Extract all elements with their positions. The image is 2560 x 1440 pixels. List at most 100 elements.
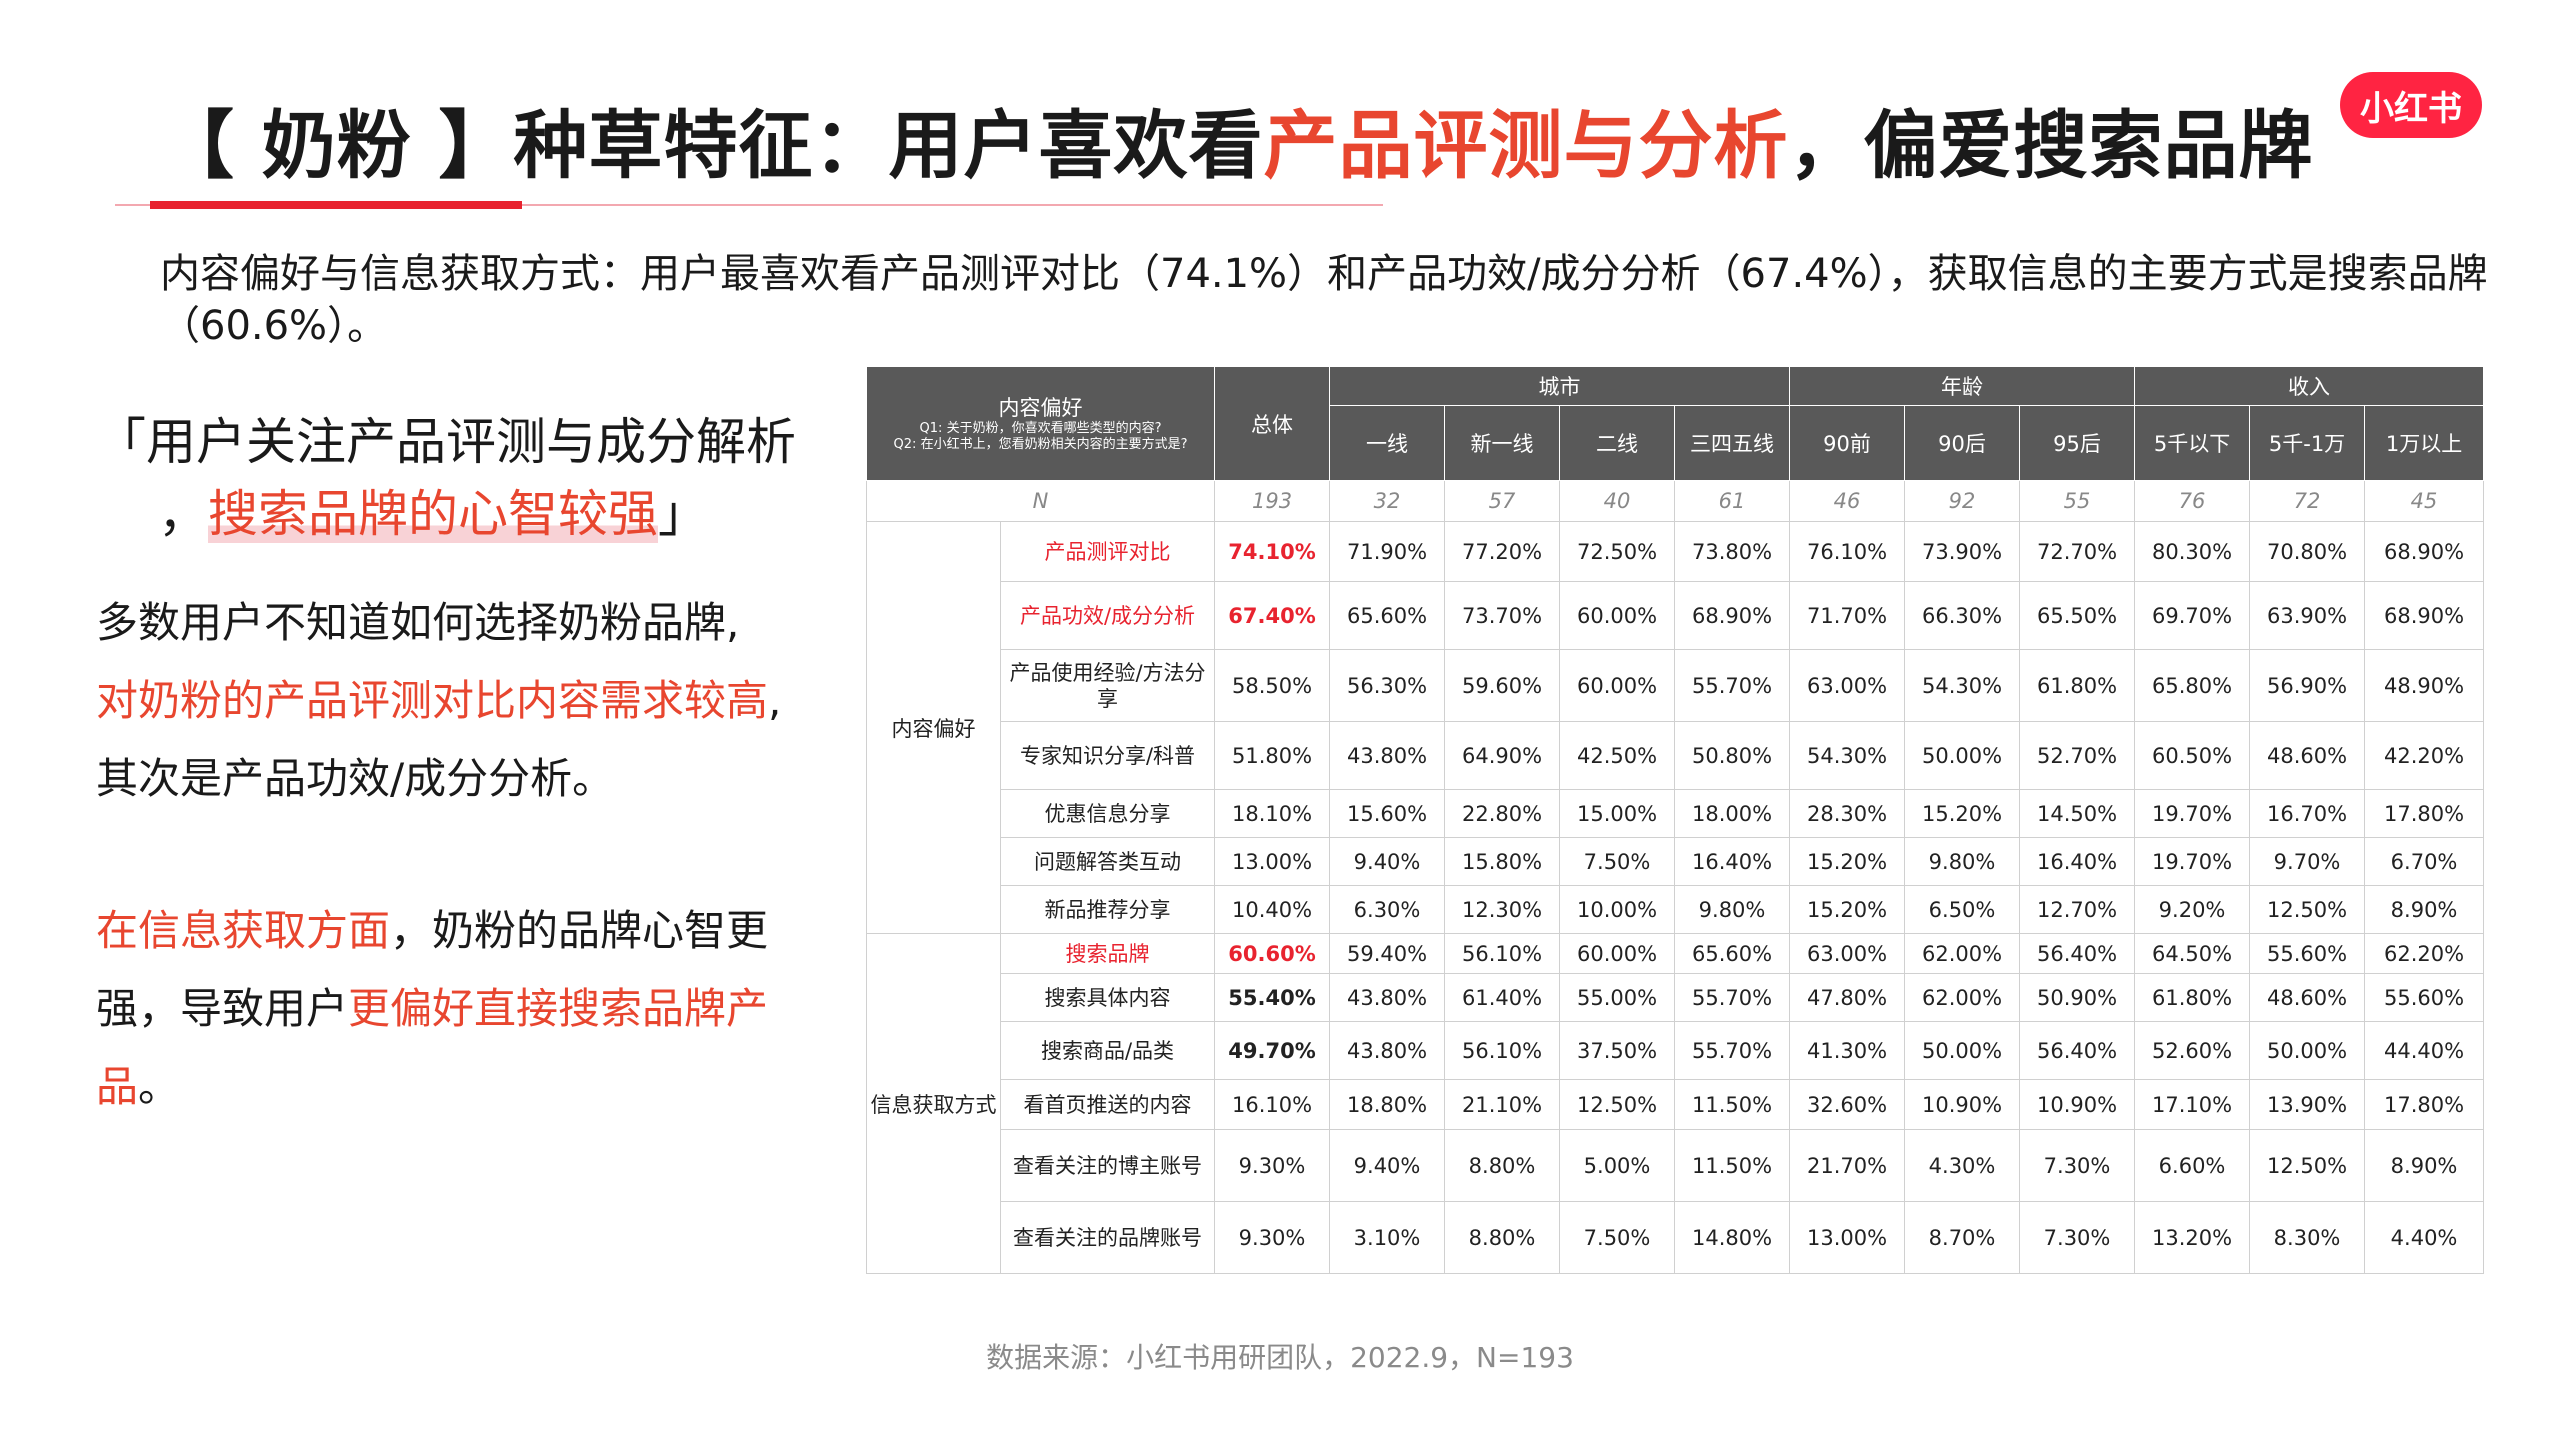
row-category: 搜索品牌 xyxy=(999,933,1216,974)
value-cell: 7.50% xyxy=(1559,1201,1676,1274)
value-cell: 8.80% xyxy=(1444,1201,1561,1274)
value-cell: 59.40% xyxy=(1329,933,1446,974)
value-cell: 54.30% xyxy=(1789,721,1906,790)
header-group-city: 城市 xyxy=(1329,366,1791,406)
total-cell: 51.80% xyxy=(1214,721,1331,790)
insight-2-line-3: 品。 xyxy=(96,1048,816,1126)
total-cell: 60.60% xyxy=(1214,933,1331,974)
value-cell: 50.00% xyxy=(1904,1021,2021,1080)
insight-2-text-a: ，奶粉的品牌心智更 xyxy=(390,906,769,955)
value-cell: 62.20% xyxy=(2364,933,2485,974)
value-cell: 21.10% xyxy=(1444,1079,1561,1130)
value-cell: 9.80% xyxy=(1904,837,2021,886)
value-cell: 71.70% xyxy=(1789,581,1906,650)
value-cell: 52.70% xyxy=(2019,721,2136,790)
value-cell: 56.40% xyxy=(2019,1021,2136,1080)
value-cell: 14.50% xyxy=(2019,789,2136,838)
value-cell: 43.80% xyxy=(1329,1021,1446,1080)
value-cell: 61.80% xyxy=(2019,649,2136,722)
value-cell: 12.50% xyxy=(2249,1129,2366,1202)
insight-2-line-2: 强，导致用户更偏好直接搜索品牌产 xyxy=(96,970,816,1048)
value-cell: 62.00% xyxy=(1904,973,2021,1022)
value-cell: 6.70% xyxy=(2364,837,2485,886)
quote-line-2: ，搜索品牌的心智较强」 xyxy=(96,478,856,550)
value-cell: 55.60% xyxy=(2249,933,2366,974)
summary-text: 内容偏好与信息获取方式：用户最喜欢看产品测评对比（74.1%）和产品功效/成分分… xyxy=(160,251,2488,349)
value-cell: 56.40% xyxy=(2019,933,2136,974)
row-category: 优惠信息分享 xyxy=(999,789,1216,838)
value-cell: 70.80% xyxy=(2249,521,2366,582)
value-cell: 73.90% xyxy=(1904,521,2021,582)
header-sub: 90后 xyxy=(1904,405,2021,481)
n-cell: 55 xyxy=(2019,480,2136,522)
value-cell: 4.40% xyxy=(2364,1201,2485,1274)
insight-1-line-2: 对奶粉的产品评测对比内容需求较高, xyxy=(96,662,816,740)
insight-2-highlight-b: 更偏好直接搜索品牌产 xyxy=(348,984,769,1033)
header-total: 总体 xyxy=(1214,366,1331,481)
insight-1-comma: , xyxy=(768,676,782,725)
value-cell: 64.50% xyxy=(2134,933,2251,974)
value-cell: 16.40% xyxy=(1674,837,1791,886)
xiaohongshu-logo: 小红书 xyxy=(2340,72,2482,138)
value-cell: 50.00% xyxy=(2249,1021,2366,1080)
value-cell: 56.10% xyxy=(1444,1021,1561,1080)
corner-title: 内容偏好 xyxy=(998,395,1083,420)
table-row: 内容偏好 产品测评对比 74.10% 71.90% 77.20% 72.50% 73.80%… xyxy=(866,521,2485,934)
value-cell: 41.30% xyxy=(1789,1021,1906,1080)
header-group-income: 收入 xyxy=(2134,366,2485,406)
header-sub: 1万以上 xyxy=(2364,405,2485,481)
total-cell: 58.50% xyxy=(1214,649,1331,722)
table-body: N 193 32 57 40 61 46 92 55 76 72 45 内容偏好… xyxy=(865,480,2485,1274)
value-cell: 28.30% xyxy=(1789,789,1906,838)
value-cell: 15.20% xyxy=(1789,885,1906,934)
corner-question-2: Q2: 在小红书上，您看奶粉相关内容的主要方式是? xyxy=(893,436,1188,452)
n-cell: 72 xyxy=(2249,480,2366,522)
value-cell: 12.70% xyxy=(2019,885,2136,934)
value-cell: 56.10% xyxy=(1444,933,1561,974)
table-row: 查看关注的博主账号 9.30% 9.40% 8.80% 5.00% 11.50% 21.70… xyxy=(867,1129,2485,1202)
total-cell: 9.30% xyxy=(1214,1129,1331,1202)
table-row: 问题解答类互动 13.00% 9.40% 15.80% 7.50% 16.40% 15.20… xyxy=(867,837,2485,886)
value-cell: 73.70% xyxy=(1444,581,1561,650)
value-cell: 61.80% xyxy=(2134,973,2251,1022)
value-cell: 16.70% xyxy=(2249,789,2366,838)
value-cell: 65.50% xyxy=(2019,581,2136,650)
value-cell: 43.80% xyxy=(1329,721,1446,790)
row-category: 产品使用经验/方法分享 xyxy=(999,649,1216,722)
table-row: 产品功效/成分分析 67.40% 65.60% 73.70% 60.00% 68.90% 7… xyxy=(867,581,2485,650)
value-cell: 9.40% xyxy=(1329,1129,1446,1202)
value-cell: 72.50% xyxy=(1559,521,1676,582)
value-cell: 76.10% xyxy=(1789,521,1906,582)
value-cell: 17.10% xyxy=(2134,1079,2251,1130)
value-cell: 63.00% xyxy=(1789,649,1906,722)
value-cell: 63.00% xyxy=(1789,933,1906,974)
data-source: 数据来源：小红书用研团队，2022.9，N=193 xyxy=(986,1341,1574,1374)
value-cell: 52.60% xyxy=(2134,1021,2251,1080)
value-cell: 15.60% xyxy=(1329,789,1446,838)
total-cell: 10.40% xyxy=(1214,885,1331,934)
value-cell: 10.90% xyxy=(2019,1079,2136,1130)
row-category: 看首页推送的内容 xyxy=(999,1079,1216,1130)
value-cell: 60.00% xyxy=(1559,649,1676,722)
value-cell: 7.30% xyxy=(2019,1201,2136,1274)
row-category: 查看关注的博主账号 xyxy=(999,1129,1216,1202)
value-cell: 55.60% xyxy=(2364,973,2485,1022)
value-cell: 62.00% xyxy=(1904,933,2021,974)
table-row: 查看关注的品牌账号 9.30% 3.10% 8.80% 7.50% 14.80% 13.00… xyxy=(867,1201,2485,1274)
value-cell: 60.50% xyxy=(2134,721,2251,790)
value-cell: 10.00% xyxy=(1559,885,1676,934)
row-category: 新品推荐分享 xyxy=(999,885,1216,934)
value-cell: 42.50% xyxy=(1559,721,1676,790)
value-cell: 80.30% xyxy=(2134,521,2251,582)
header-sub: 90前 xyxy=(1789,405,1906,481)
header-sub: 5千-1万 xyxy=(2249,405,2366,481)
value-cell: 68.90% xyxy=(1674,581,1791,650)
insight-paragraph-2: 在信息获取方面，奶粉的品牌心智更 强，导致用户更偏好直接搜索品牌产 品。 xyxy=(96,892,816,1126)
value-cell: 8.80% xyxy=(1444,1129,1561,1202)
value-cell: 11.50% xyxy=(1674,1129,1791,1202)
value-cell: 15.20% xyxy=(1789,837,1906,886)
table-row: 搜索具体内容 55.40% 43.80% 61.40% 55.00% 55.70% 47.8… xyxy=(867,973,2485,1022)
insight-2-text-b: 强，导致用户 xyxy=(96,984,349,1033)
value-cell: 3.10% xyxy=(1329,1201,1446,1274)
